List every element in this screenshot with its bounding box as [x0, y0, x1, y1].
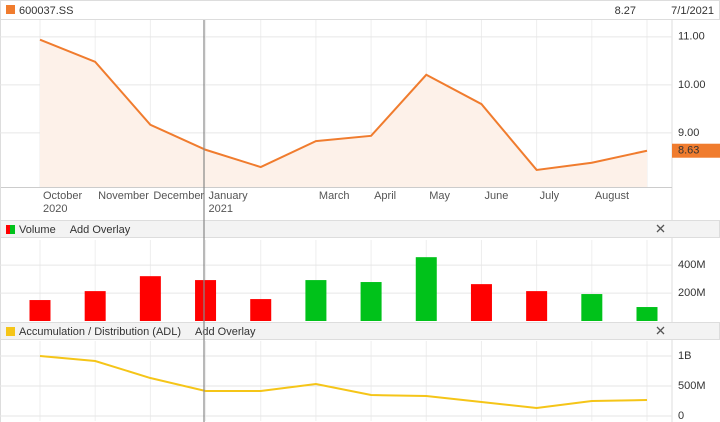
- y-tick-label: 200M: [678, 287, 706, 299]
- y-tick-label: 1B: [678, 350, 691, 362]
- x-tick-label: December: [153, 190, 205, 202]
- add-overlay[interactable]: Add Overlay: [195, 326, 256, 338]
- close-icon[interactable]: [656, 326, 665, 335]
- volume-bar: [415, 257, 437, 321]
- y-tick-label: 500M: [678, 380, 706, 392]
- volume-bar: [84, 291, 106, 321]
- y-tick-label: 0: [678, 410, 684, 422]
- date: 7/1/2021: [671, 5, 714, 17]
- price-line: [39, 38, 648, 172]
- y-tick-label: 10.00: [678, 79, 706, 91]
- volume-bar: [581, 294, 603, 321]
- x-tick-label: November: [98, 190, 149, 202]
- volume-bar: [636, 307, 658, 321]
- x-tick-label: June: [484, 190, 509, 202]
- symbol-swatch: [6, 5, 15, 14]
- volume-bar: [195, 280, 217, 321]
- volume-bar: [250, 299, 272, 321]
- y-tick-label: 9.00: [678, 127, 699, 139]
- volume-bar: [470, 284, 492, 321]
- x-tick-label: April: [374, 190, 397, 202]
- y-tick-label: 400M: [678, 259, 706, 271]
- x-tick-label: August: [594, 190, 630, 202]
- last-value-label: 8.63: [678, 145, 699, 157]
- symbol: 600037.SS: [19, 5, 73, 17]
- volume-bar: [360, 282, 382, 321]
- legend-swatch: [6, 225, 10, 234]
- header-bar: [0, 0, 720, 20]
- x-tick-label: March: [318, 190, 350, 202]
- volume-bar: [526, 291, 548, 321]
- x-tick-label: January 2021: [208, 190, 248, 215]
- y-tick-label: 11.00: [678, 31, 705, 43]
- volume-bar: [305, 280, 327, 321]
- panel-title: Accumulation / Distribution (ADL): [19, 326, 181, 338]
- volume-bar: [139, 276, 161, 321]
- price-area: [40, 39, 647, 187]
- x-tick-label: October 2020: [43, 190, 83, 215]
- legend-swatch: [6, 327, 15, 336]
- x-tick-label: May: [429, 190, 451, 202]
- add-overlay[interactable]: Add Overlay: [70, 224, 131, 236]
- panel-title: Volume: [19, 224, 56, 236]
- close-icon[interactable]: [656, 224, 665, 233]
- last-price: 8.27: [615, 5, 636, 17]
- volume-bar: [29, 300, 51, 321]
- legend-swatch: [10, 225, 15, 234]
- adl-line: [39, 355, 648, 410]
- x-tick-label: July: [539, 190, 560, 202]
- last-value-tag: [672, 143, 720, 158]
